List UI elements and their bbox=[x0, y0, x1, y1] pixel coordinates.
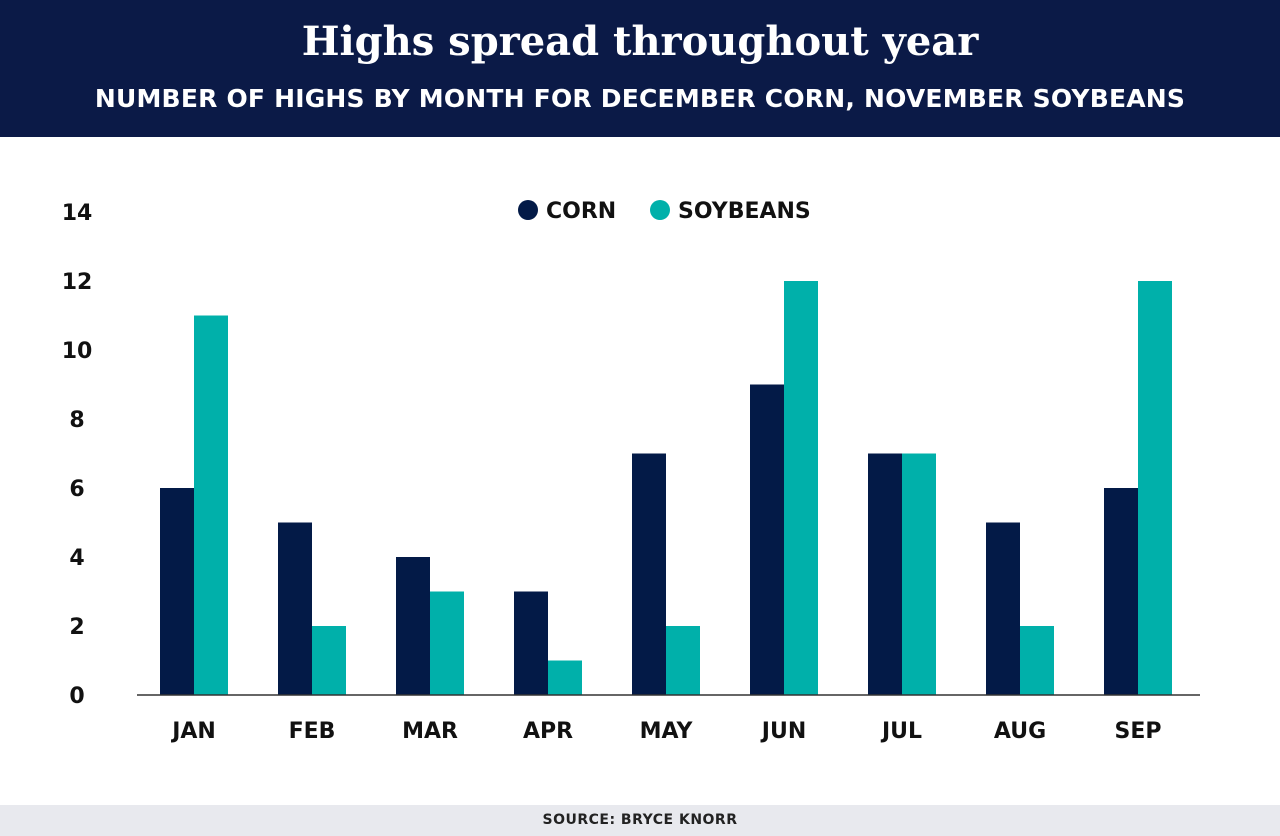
x-tick-label: JAN bbox=[170, 719, 216, 744]
x-tick-label: AUG bbox=[994, 719, 1046, 744]
legend-label-corn: CORN bbox=[546, 199, 616, 224]
bar-soybeans-feb bbox=[312, 626, 346, 695]
y-tick-label: 6 bbox=[69, 477, 84, 502]
chart-header: Highs spread throughout year NUMBER OF H… bbox=[0, 0, 1280, 137]
x-tick-label: JUN bbox=[760, 719, 806, 744]
bar-soybeans-sep bbox=[1138, 281, 1172, 695]
bar-soybeans-jun bbox=[784, 281, 818, 695]
bar-corn-jan bbox=[160, 488, 194, 695]
source-footer: SOURCE: BRYCE KNORR bbox=[0, 805, 1280, 836]
x-tick-label: FEB bbox=[289, 719, 336, 744]
bar-corn-may bbox=[632, 453, 666, 695]
y-tick-label: 8 bbox=[69, 408, 84, 433]
y-tick-label: 10 bbox=[62, 339, 93, 364]
bar-corn-feb bbox=[278, 522, 312, 695]
bar-soybeans-may bbox=[666, 626, 700, 695]
bar-soybeans-jan bbox=[194, 315, 228, 695]
y-tick-label: 12 bbox=[62, 270, 93, 295]
bar-corn-aug bbox=[986, 522, 1020, 695]
bar-soybeans-jul bbox=[902, 453, 936, 695]
bar-corn-jun bbox=[750, 384, 784, 695]
bar-chart: 0 2 4 6 8 10 12 14 JAN FEB MAR APR MAY JUN JUL AUG SEP CO… bbox=[62, 199, 1200, 744]
legend-marker-soybeans bbox=[650, 200, 670, 220]
bar-corn-apr bbox=[514, 591, 548, 695]
x-tick-label: SEP bbox=[1115, 719, 1162, 744]
x-tick-label: MAY bbox=[640, 719, 694, 744]
bar-soybeans-mar bbox=[430, 591, 464, 695]
chart-subtitle: NUMBER OF HIGHS BY MONTH FOR DECEMBER CO… bbox=[94, 84, 1186, 113]
bar-soybeans-apr bbox=[548, 660, 582, 695]
legend-label-soybeans: SOYBEANS bbox=[678, 199, 811, 224]
bar-soybeans-aug bbox=[1020, 626, 1054, 695]
y-tick-label: 4 bbox=[69, 546, 84, 571]
bar-corn-sep bbox=[1104, 488, 1138, 695]
bar-corn-jul bbox=[868, 453, 902, 695]
x-tick-label: JUL bbox=[880, 719, 922, 744]
y-tick-label: 14 bbox=[62, 201, 93, 226]
bar-corn-mar bbox=[396, 557, 430, 695]
y-tick-label: 0 bbox=[69, 684, 84, 709]
y-tick-label: 2 bbox=[69, 615, 84, 640]
legend-marker-corn bbox=[518, 200, 538, 220]
x-tick-label: APR bbox=[523, 719, 573, 744]
x-tick-label: MAR bbox=[402, 719, 458, 744]
chart-title: Highs spread throughout year bbox=[301, 18, 979, 65]
